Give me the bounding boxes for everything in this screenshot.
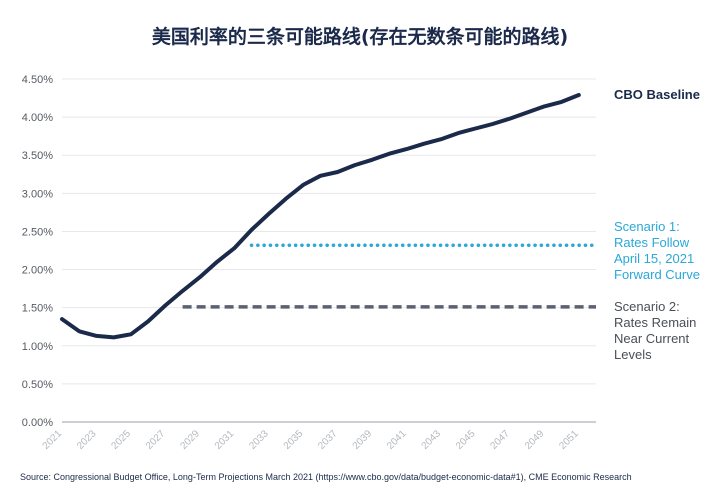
x-tick-label: 2049 [523, 428, 547, 452]
y-tick-label: 4.00% [22, 112, 53, 124]
x-tick-label: 2045 [454, 428, 478, 452]
series-lines [60, 93, 598, 340]
series-label-1: CBO Baseline [614, 87, 700, 102]
x-tick-label: 2025 [110, 428, 134, 452]
y-tick-label: 2.00% [22, 265, 53, 277]
series-label-line: Near Current [614, 331, 690, 346]
y-tick-label: 0.00% [22, 417, 53, 429]
y-axis-ticks: 0.00% 0.50% 1.00% 1.50% 2.00% 2.50% 3.00% 3.50%… [22, 74, 53, 429]
x-axis-ticks: 2021 2023 2025 2027 2029 2031 2033 2035 2037 2039… [41, 428, 582, 452]
y-tick-label: 4.50% [22, 74, 53, 86]
series-labels: CBO Baseline Scenario 1: Rates Follow April… [614, 87, 700, 362]
x-tick-label: 2027 [144, 428, 168, 452]
series-label-2: Scenario 1: Rates Follow April 15, 2021 For… [614, 219, 700, 282]
x-tick-label: 2031 [213, 428, 237, 452]
y-tick-label: 2.50% [22, 226, 53, 238]
series-label-3: Scenario 2: Rates Remain Near Current Level… [614, 299, 696, 362]
gridlines [62, 78, 596, 423]
y-tick-label: 0.50% [22, 379, 53, 391]
x-tick-label: 2039 [351, 428, 375, 452]
y-tick-label: 1.50% [22, 303, 53, 315]
series-label-line: April 15, 2021 [614, 251, 694, 266]
y-tick-label: 3.50% [22, 150, 53, 162]
x-tick-label: 2023 [75, 428, 99, 452]
x-tick-label: 2047 [488, 428, 512, 452]
x-tick-label: 2043 [420, 428, 444, 452]
series-label-line: Levels [614, 347, 652, 362]
x-tick-label: 2021 [41, 428, 65, 452]
series-line-1 [60, 93, 581, 340]
chart-title: 美国利率的三条可能路线(存在无数条可能的路线) [151, 26, 569, 48]
series-label-line: Forward Curve [614, 267, 700, 282]
series-label-line: Scenario 1: [614, 219, 680, 234]
y-tick-label: 1.00% [22, 341, 53, 353]
x-tick-label: 2035 [282, 428, 306, 452]
x-tick-label: 2041 [385, 428, 409, 452]
source-note: Source: Congressional Budget Office, Lon… [20, 472, 632, 482]
series-label-line: Scenario 2: [614, 299, 680, 314]
x-tick-label: 2029 [178, 428, 202, 452]
x-tick-label: 2051 [557, 428, 581, 452]
x-tick-label: 2037 [316, 428, 340, 452]
series-label-line: Rates Remain [614, 315, 696, 330]
y-tick-label: 3.00% [22, 188, 53, 200]
x-tick-label: 2033 [247, 428, 271, 452]
series-label-line: CBO Baseline [614, 87, 700, 102]
series-label-line: Rates Follow [614, 235, 690, 250]
